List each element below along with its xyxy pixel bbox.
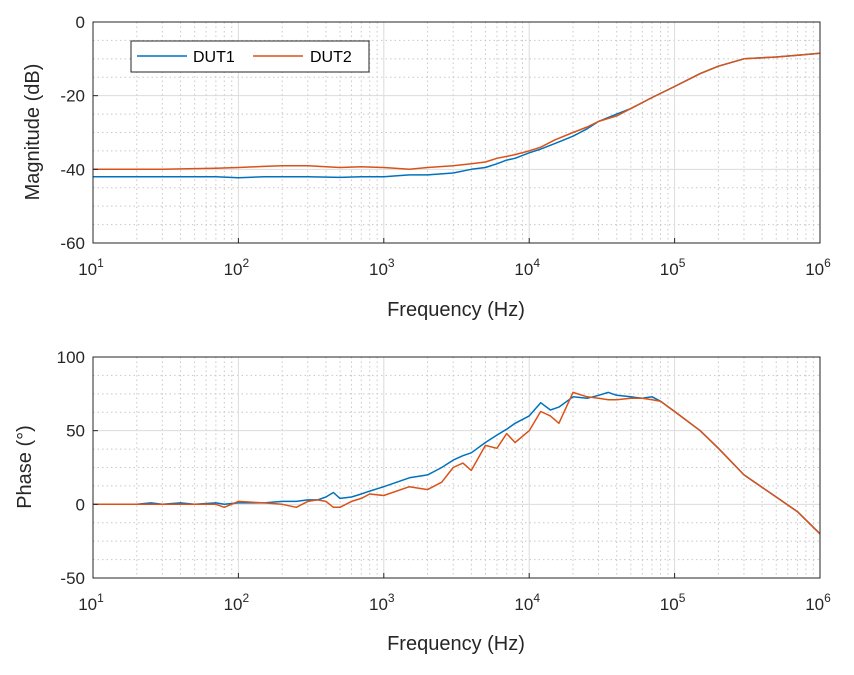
magnitude-y-tick-label: -60 [60, 234, 85, 253]
magnitude-y-tick-label: -20 [60, 87, 85, 106]
phase-y-tick-label: 50 [66, 422, 85, 441]
phase-axes-box [92, 356, 821, 579]
magnitude-y-tick-label: 0 [76, 13, 85, 32]
magnitude-x-tick-label: 104 [514, 256, 540, 279]
magnitude-y-axis-label: Magnitude (dB) [22, 64, 44, 201]
phase-y-tick-label: -50 [60, 569, 85, 588]
magnitude-x-tick-label: 102 [224, 256, 250, 279]
legend: DUT1 DUT2 [130, 40, 370, 73]
phase-x-tick-label: 102 [224, 591, 250, 614]
phase-series-dut2 [93, 391, 821, 535]
phase-y-tick-label: 0 [76, 495, 85, 514]
magnitude-x-axis-label: Frequency (Hz) [387, 299, 525, 321]
magnitude-x-tick-label: 106 [805, 256, 831, 279]
magnitude-axes-box [92, 21, 821, 244]
phase-x-tick-label: 103 [369, 591, 395, 614]
magnitude-y-ticks: 0 -20 -40 -60 [60, 13, 98, 253]
magnitude-x-tick-label: 103 [369, 256, 395, 279]
magnitude-x-ticks: 101 102 103 104 105 106 [78, 238, 831, 279]
magnitude-plot: 0 -20 -40 -60 101 102 103 104 105 106 Frequency … [22, 13, 831, 321]
phase-x-tick-label: 105 [660, 591, 686, 614]
magnitude-y-tick-label: -40 [60, 160, 85, 179]
phase-plot: 100 50 0 -50 101 102 103 104 105 106 Frequency (… [14, 348, 831, 655]
legend-label-dut1: DUT1 [193, 49, 235, 66]
phase-x-tick-label: 101 [78, 591, 104, 614]
magnitude-x-tick-label: 101 [78, 256, 104, 279]
phase-plot-area [93, 357, 820, 578]
magnitude-series [93, 52, 821, 179]
legend-label-dut2: DUT2 [310, 49, 352, 66]
phase-y-ticks: 100 50 0 -50 [57, 348, 98, 588]
phase-y-axis-label: Phase (°) [14, 425, 36, 509]
phase-x-axis-label: Frequency (Hz) [387, 633, 525, 655]
phase-series [93, 391, 821, 535]
phase-x-ticks: 101 102 103 104 105 106 [78, 573, 831, 614]
magnitude-series-dut2 [93, 52, 821, 171]
phase-x-tick-label: 104 [514, 591, 540, 614]
phase-y-tick-label: 100 [57, 348, 85, 367]
magnitude-x-tick-label: 105 [660, 256, 686, 279]
phase-x-tick-label: 106 [805, 591, 831, 614]
